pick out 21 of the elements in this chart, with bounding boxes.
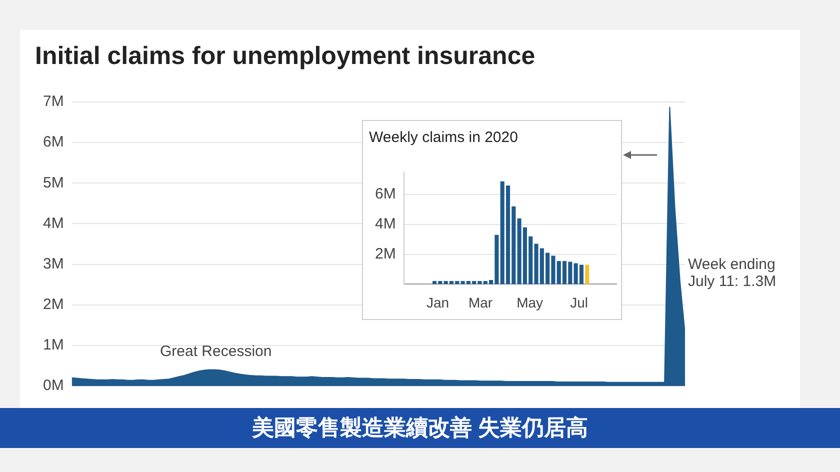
x-tick-label: Mar [468, 294, 493, 310]
y-tick-label: 7M [42, 93, 64, 110]
y-tick-label: 1M [42, 336, 64, 354]
annotation: Great Recession [160, 343, 272, 360]
y-tick-label: 2M [374, 245, 396, 262]
y-tick-label: 6M [42, 134, 64, 151]
y-tick-label: 3M [42, 255, 64, 272]
text: 美國零售製造業續改善 失業仍居高 [0, 408, 840, 448]
y-tick-label: 6M [374, 186, 396, 203]
y-tick-label: 2M [42, 296, 64, 313]
x-tick-label: Jan [426, 294, 450, 310]
chart-title: Initial claims for unemployment insurance [35, 42, 536, 71]
x-tick-label: Jul [570, 294, 588, 310]
y-tick-label: 0M [42, 377, 64, 394]
text: Week ending July 11: 1.3M [688, 256, 778, 290]
x-tick-label: May [516, 294, 544, 310]
chart-title: Weekly claims in 2020 [369, 129, 518, 146]
y-tick-label: 5M [42, 174, 64, 192]
bar [585, 264, 590, 284]
y-tick-label: 4M [42, 214, 64, 232]
y-tick-label: 4M [374, 216, 396, 232]
